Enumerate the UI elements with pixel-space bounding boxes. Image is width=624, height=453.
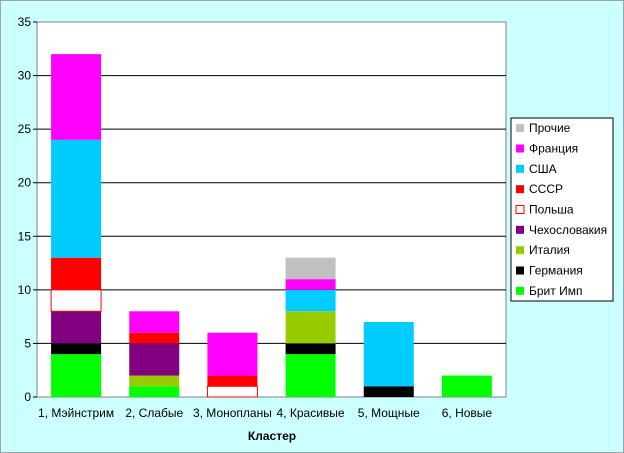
legend-swatch xyxy=(516,164,524,173)
bar-segment xyxy=(363,386,414,397)
bar-segment xyxy=(50,289,102,312)
x-tick-label: 5, Мощные xyxy=(358,406,420,420)
bar-segment xyxy=(51,354,102,397)
legend-label: Чехословакия xyxy=(529,223,607,237)
bar-segment xyxy=(206,385,258,398)
bar-segment xyxy=(51,343,102,355)
bar-segment xyxy=(441,375,492,397)
y-tick-label: 5 xyxy=(24,336,31,350)
legend-swatch xyxy=(516,266,524,275)
y-tick-label: 30 xyxy=(18,69,32,83)
bar-segment xyxy=(51,257,102,290)
legend-label: Прочие xyxy=(529,121,571,135)
legend-label: Италия xyxy=(529,243,570,257)
legend-swatch xyxy=(516,185,524,194)
legend-swatch xyxy=(516,144,524,153)
legend-label: СССР xyxy=(529,182,563,196)
legend-label: США xyxy=(529,162,557,176)
bar-segment xyxy=(51,54,102,140)
y-tick-label: 25 xyxy=(18,122,32,136)
bar-segment xyxy=(207,375,258,387)
x-tick-label: 3, Монопланы xyxy=(193,406,272,420)
legend-swatch xyxy=(516,124,524,133)
bar-segment xyxy=(285,279,336,290)
plot-area xyxy=(36,21,507,398)
bar-segment xyxy=(285,289,336,312)
bar-segment xyxy=(129,343,180,376)
y-tick-label: 35 xyxy=(18,15,32,29)
x-tick-label: 4, Красивые xyxy=(277,406,345,420)
legend-label: Германия xyxy=(529,264,583,278)
legend-box xyxy=(510,117,614,302)
bar-segment xyxy=(285,311,336,344)
bar-segment xyxy=(129,311,180,333)
x-axis-title: Кластер xyxy=(248,429,296,443)
y-tick-label: 20 xyxy=(18,176,32,190)
legend-swatch xyxy=(516,246,524,255)
bar-segment xyxy=(129,375,180,387)
y-tick-label: 0 xyxy=(24,390,31,404)
legend-swatch xyxy=(516,225,524,234)
bar-segment xyxy=(285,257,336,280)
y-tick-label: 10 xyxy=(18,283,32,297)
legend-swatch xyxy=(515,205,525,214)
bar-segment xyxy=(51,139,102,258)
bar-segment xyxy=(363,322,414,387)
legend-label: Брит Имп xyxy=(529,284,582,298)
x-tick-label: 2, Слабые xyxy=(125,406,183,420)
legend-swatch xyxy=(516,286,524,295)
bar-segment xyxy=(129,332,180,344)
bar-segment xyxy=(207,332,258,376)
bar-segment xyxy=(129,386,180,397)
bar-segment xyxy=(51,311,102,344)
x-tick-label: 1, Мэйнстрим xyxy=(38,406,114,420)
y-tick-label: 15 xyxy=(18,229,32,243)
x-tick-label: 6, Новые xyxy=(442,406,493,420)
bar-segment xyxy=(285,354,336,397)
bar-segment xyxy=(285,343,336,355)
legend-label: Франция xyxy=(529,142,578,156)
legend-label: Польша xyxy=(529,203,574,217)
